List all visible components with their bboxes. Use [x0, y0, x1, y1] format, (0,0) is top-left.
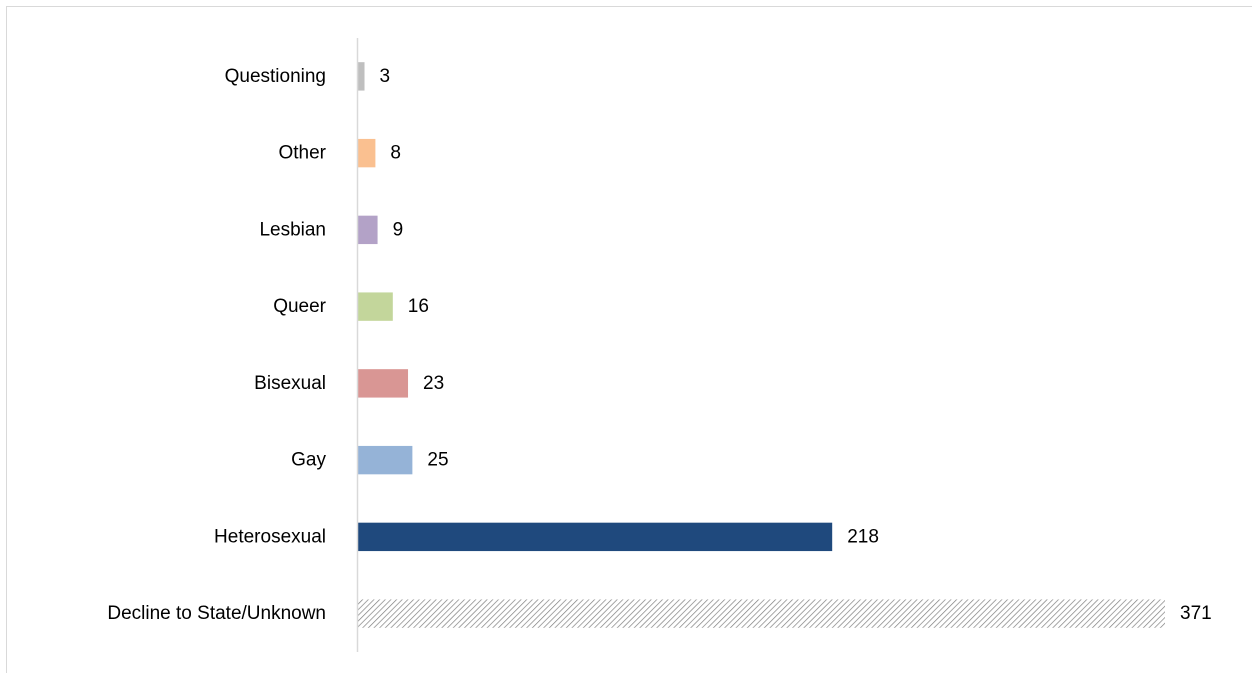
- category-label-other: Other: [278, 143, 326, 164]
- data-label-heterosexual: 218: [847, 526, 879, 547]
- bar-gay: [358, 445, 413, 475]
- category-label-gay: Gay: [291, 450, 326, 471]
- bar-questioning: [358, 62, 365, 91]
- bar-lesbian: [358, 215, 378, 245]
- data-label-bisexual: 23: [423, 373, 444, 394]
- data-label-decline-to-state-unknown: 371: [1180, 603, 1212, 624]
- data-label-queer: 16: [408, 296, 429, 317]
- data-label-gay: 25: [427, 450, 448, 471]
- data-label-lesbian: 9: [393, 219, 404, 240]
- data-label-questioning: 3: [380, 66, 391, 87]
- chart-frame: [6, 6, 1252, 673]
- data-label-other: 8: [390, 143, 401, 164]
- category-label-lesbian: Lesbian: [259, 219, 326, 240]
- bar-decline-to-state-unknown: [358, 599, 1165, 628]
- bar-heterosexual: [358, 522, 833, 552]
- category-label-queer: Queer: [273, 296, 326, 317]
- bar-bisexual: [358, 369, 409, 398]
- category-label-heterosexual: Heterosexual: [214, 526, 326, 547]
- bar-queer: [358, 292, 393, 321]
- category-label-bisexual: Bisexual: [254, 373, 326, 394]
- category-label-decline-to-state-unknown: Decline to State/Unknown: [107, 603, 326, 624]
- category-label-questioning: Questioning: [225, 66, 326, 87]
- bar-other: [358, 138, 376, 168]
